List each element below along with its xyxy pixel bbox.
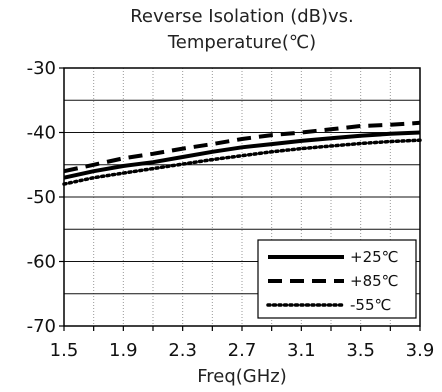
legend-label: -55℃ (350, 296, 391, 314)
x-tick-label: 3.5 (346, 340, 375, 361)
series-line (63, 120, 421, 174)
y-tick-label: -60 (27, 252, 56, 273)
x-tick-label: 3.9 (406, 340, 435, 361)
chart-title-line1: Reverse Isolation (dB)vs. (130, 6, 354, 27)
y-tick-label: -30 (27, 58, 56, 79)
x-tick-label: 1.5 (50, 340, 79, 361)
series-line (62, 138, 422, 186)
x-tick-label: 2.3 (168, 340, 197, 361)
series-line (63, 130, 421, 180)
legend-label: +25℃ (350, 248, 399, 266)
y-tick-label: -70 (27, 316, 56, 337)
x-tick-label: 1.9 (109, 340, 138, 361)
x-tick-label: 3.1 (287, 340, 316, 361)
legend-label: +85℃ (350, 272, 399, 290)
chart-title-line2: Temperature(℃) (167, 32, 317, 53)
y-tick-label: -40 (27, 123, 56, 144)
x-axis-label: Freq(GHz) (197, 366, 287, 387)
y-tick-label: -50 (27, 187, 56, 208)
x-tick-label: 2.7 (228, 340, 257, 361)
